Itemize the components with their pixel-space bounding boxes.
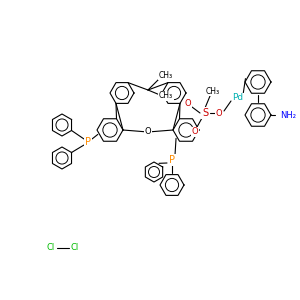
Text: Pd: Pd xyxy=(232,94,244,103)
Text: O: O xyxy=(185,100,191,109)
Text: CH₃: CH₃ xyxy=(159,92,173,100)
Text: P: P xyxy=(85,137,91,147)
Text: NH₂: NH₂ xyxy=(280,110,296,119)
Text: Cl: Cl xyxy=(71,244,79,253)
Text: O: O xyxy=(192,128,198,136)
Text: CH₃: CH₃ xyxy=(206,86,220,95)
Text: S: S xyxy=(202,108,208,118)
Text: P: P xyxy=(169,155,175,165)
Text: CH₃: CH₃ xyxy=(159,70,173,80)
Text: O: O xyxy=(216,109,222,118)
Text: Cl: Cl xyxy=(47,244,55,253)
Text: O: O xyxy=(145,128,151,136)
